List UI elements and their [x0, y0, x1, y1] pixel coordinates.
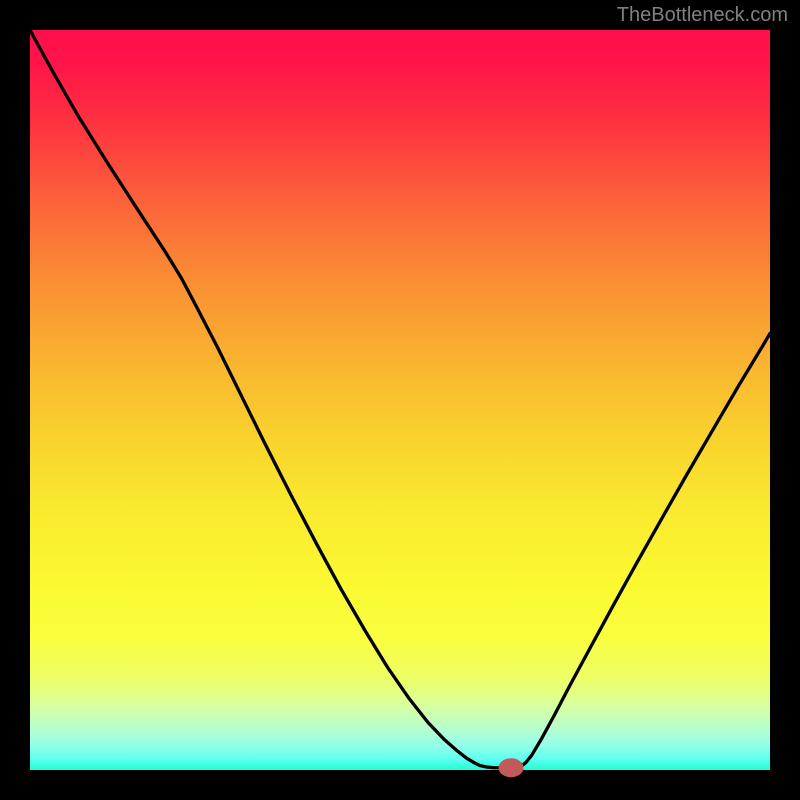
bottleneck-chart — [0, 0, 800, 800]
watermark-text: TheBottleneck.com — [617, 4, 788, 27]
chart-container: TheBottleneck.com — [0, 0, 800, 800]
optimal-point-marker — [499, 759, 523, 777]
gradient-background — [30, 30, 770, 770]
